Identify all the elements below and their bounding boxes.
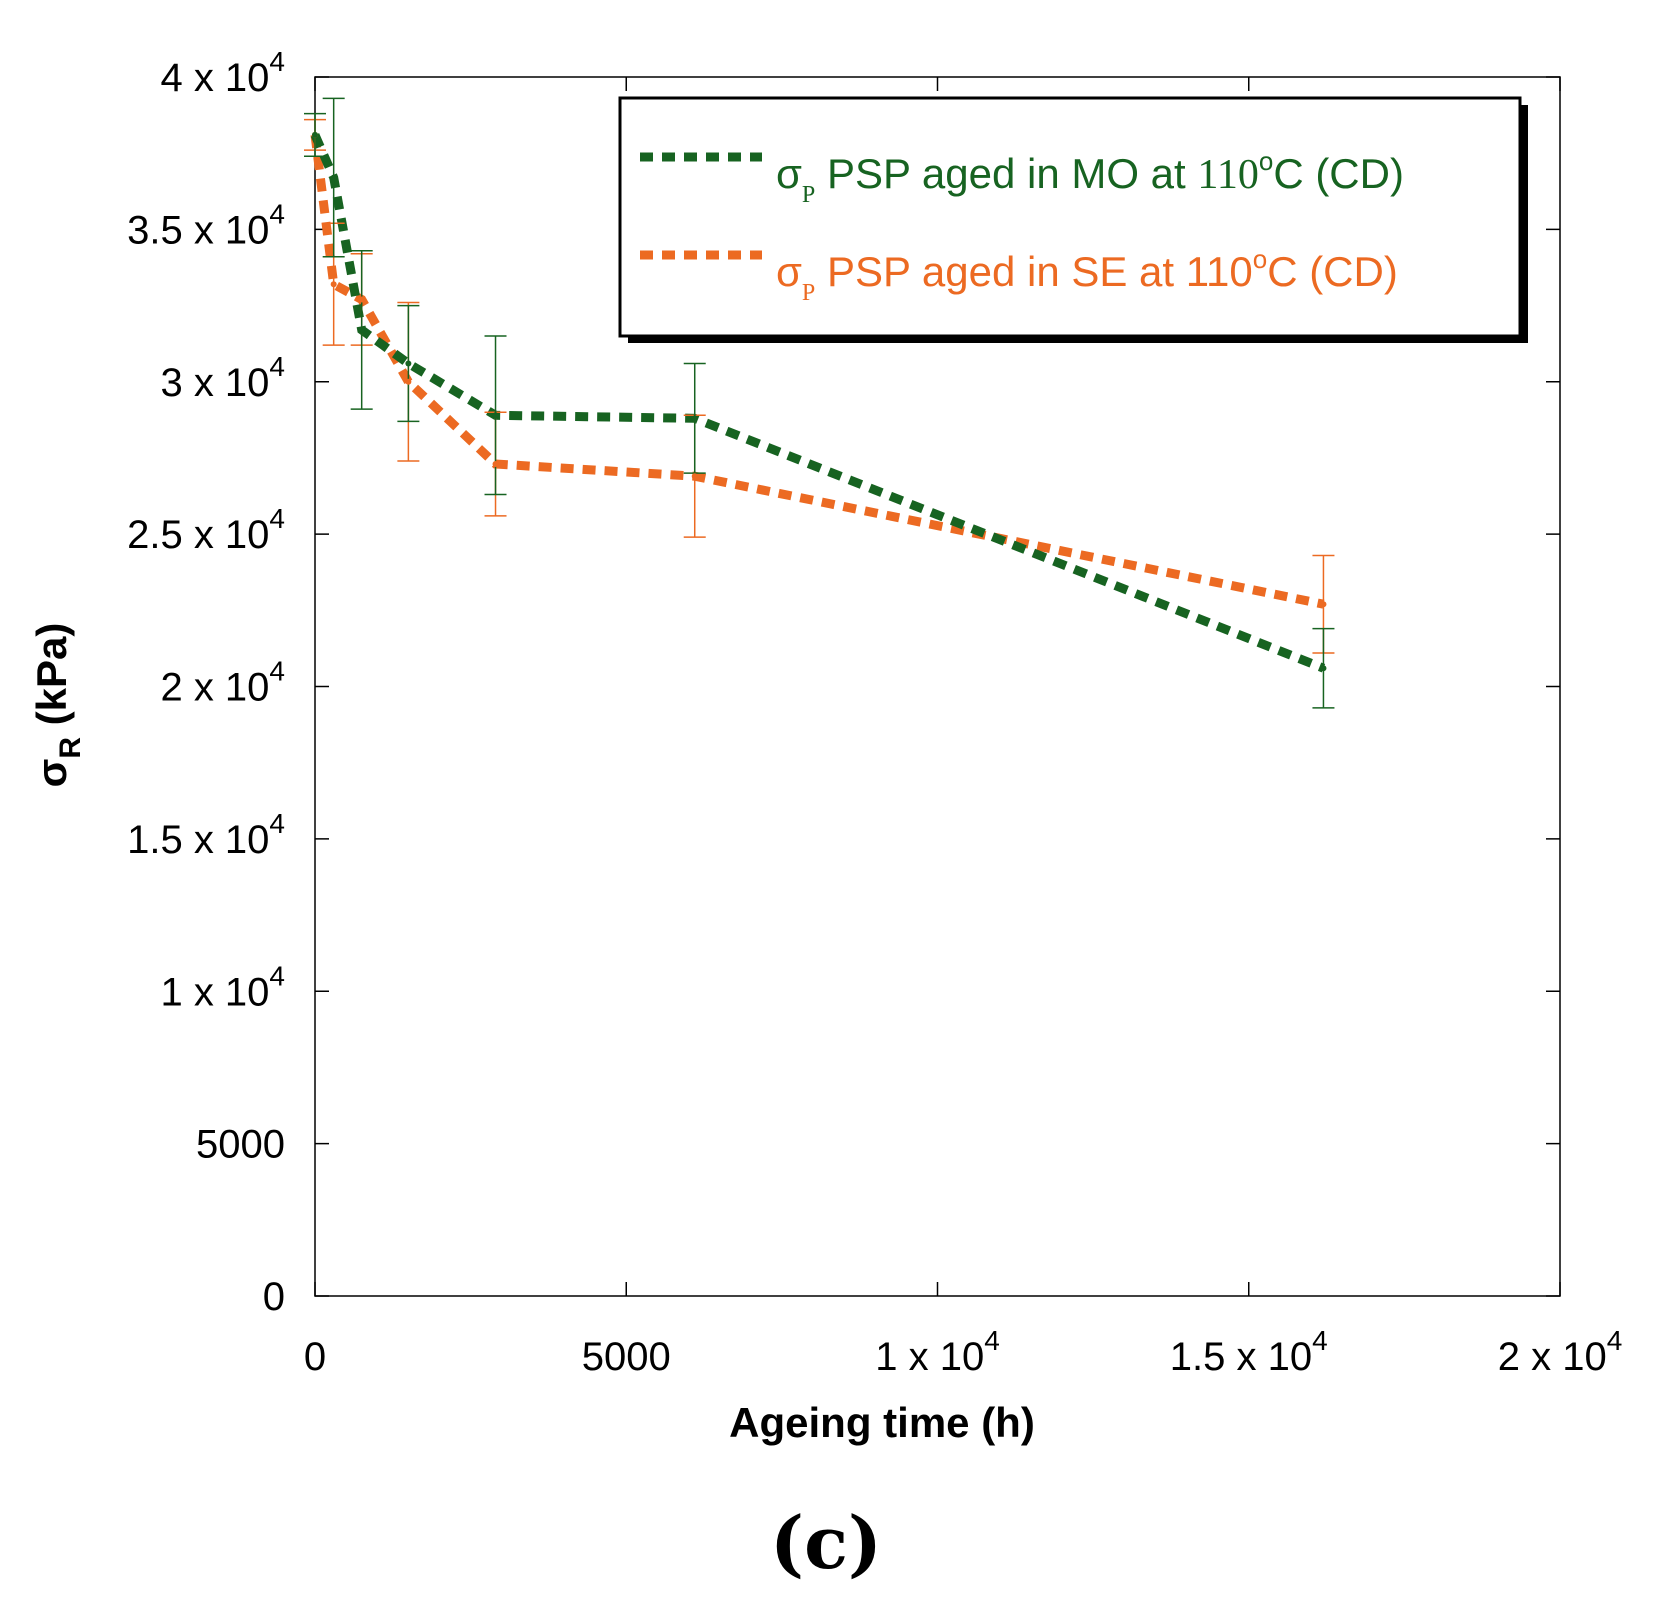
y-tick-label: 1.5 x 104 xyxy=(127,808,285,862)
y-tick-label-exponent: 4 xyxy=(269,503,285,534)
y-tick-label: 3.5 x 104 xyxy=(127,198,285,252)
y-tick-label-mantissa: 1.5 x 10 xyxy=(127,818,269,862)
legend-entry-mo-sigma: σ xyxy=(776,150,802,197)
y-tick-label: 2.5 x 104 xyxy=(127,503,285,557)
data-points xyxy=(312,131,1327,672)
y-tick-label: 2 x 104 xyxy=(160,656,285,710)
y-axis-title-sub: R xyxy=(54,737,87,759)
y-tick-label: 3 x 104 xyxy=(160,351,285,405)
legend-entry-mo-tail: C (CD) xyxy=(1273,150,1404,197)
x-tick-label: 1 x 104 xyxy=(875,1325,1000,1379)
y-tick-label-mantissa: 3.5 x 10 xyxy=(127,208,269,252)
y-tick-label-mantissa: 3 x 10 xyxy=(160,361,269,405)
y-tick-label-mantissa: 0 xyxy=(263,1275,285,1319)
legend-entry-se-text: PSP aged in SE at 110 xyxy=(815,248,1252,295)
y-tick-label: 0 xyxy=(263,1275,285,1319)
x-tick-label: 2 x 104 xyxy=(1498,1325,1623,1379)
y-tick-label-exponent: 4 xyxy=(269,960,285,991)
data-point-se xyxy=(492,461,499,468)
data-point-se xyxy=(1320,601,1327,608)
y-tick-label-mantissa: 2 x 10 xyxy=(160,666,269,710)
data-point-se xyxy=(358,296,365,303)
x-tick-label-exponent: 4 xyxy=(1607,1325,1623,1356)
legend: σP PSP aged in MO at 110oC (CD) σP PSP a… xyxy=(618,96,1528,343)
legend-entry-se-sigma: σ xyxy=(776,248,802,295)
y-tick-label: 5000 xyxy=(196,1123,285,1167)
y-tick-label-exponent: 4 xyxy=(269,198,285,229)
x-tick-label: 0 xyxy=(304,1335,326,1379)
y-tick-label-exponent: 4 xyxy=(269,656,285,687)
data-point-mo xyxy=(330,174,337,181)
y-tick-label-mantissa: 2.5 x 10 xyxy=(127,513,269,557)
data-point-mo xyxy=(492,412,499,419)
legend-entry-mo: σP PSP aged in MO at 110oC (CD) xyxy=(776,146,1404,208)
y-tick-label: 4 x 104 xyxy=(160,46,285,100)
tick-marks xyxy=(314,76,1561,1297)
y-tick-label-mantissa: 1 x 10 xyxy=(160,970,269,1014)
legend-entry-se: σP PSP aged in SE at 110oC (CD) xyxy=(776,244,1398,306)
x-tick-label-mantissa: 5000 xyxy=(582,1335,671,1379)
x-tick-label-mantissa: 0 xyxy=(304,1335,326,1379)
legend-entry-mo-sub: P xyxy=(802,182,815,208)
y-axis-title: σR (kPa) xyxy=(28,623,87,788)
legend-entry-se-sup: o xyxy=(1253,244,1267,274)
data-point-mo xyxy=(358,326,365,333)
x-tick-label-exponent: 4 xyxy=(1312,1325,1328,1356)
y-tick-label-exponent: 4 xyxy=(269,46,285,77)
data-point-se xyxy=(330,281,337,288)
data-point-mo xyxy=(1320,665,1327,672)
y-tick-label-mantissa: 5000 xyxy=(196,1123,285,1167)
legend-entry-se-sub: P xyxy=(802,280,815,306)
panel-label: (c) xyxy=(770,1500,882,1585)
data-point-mo xyxy=(691,415,698,422)
legend-entry-mo-sup: o xyxy=(1259,146,1273,176)
data-point-mo xyxy=(312,131,318,138)
x-tick-label-mantissa: 2 x 10 xyxy=(1498,1335,1607,1379)
x-tick-label-mantissa: 1 x 10 xyxy=(875,1335,984,1379)
x-axis-title: Ageing time (h) xyxy=(729,1399,1035,1446)
data-point-mo xyxy=(405,360,412,367)
x-tick-label-exponent: 4 xyxy=(984,1325,1000,1356)
x-tick-label: 5000 xyxy=(582,1335,671,1379)
y-axis-title-sigma: σ xyxy=(28,759,75,788)
x-tick-label-mantissa: 1.5 x 10 xyxy=(1170,1335,1312,1379)
y-tick-label-exponent: 4 xyxy=(269,351,285,382)
y-axis-title-rest: (kPa) xyxy=(28,623,75,737)
y-tick-label-mantissa: 4 x 10 xyxy=(160,56,269,100)
legend-entry-mo-temp: 110 xyxy=(1197,152,1258,198)
data-point-se xyxy=(405,378,412,385)
y-tick-label-exponent: 4 xyxy=(269,808,285,839)
x-tick-labels: 0 5000 1 x 104 1.5 x 104 2 x 104 xyxy=(304,1325,1622,1379)
y-tick-label: 1 x 104 xyxy=(160,960,285,1014)
x-tick-label: 1.5 x 104 xyxy=(1170,1325,1328,1379)
legend-entry-mo-text: PSP aged in MO at xyxy=(815,150,1197,197)
data-point-se xyxy=(691,473,698,480)
legend-entry-se-tail: C (CD) xyxy=(1267,248,1398,295)
legend-box xyxy=(618,96,1522,338)
